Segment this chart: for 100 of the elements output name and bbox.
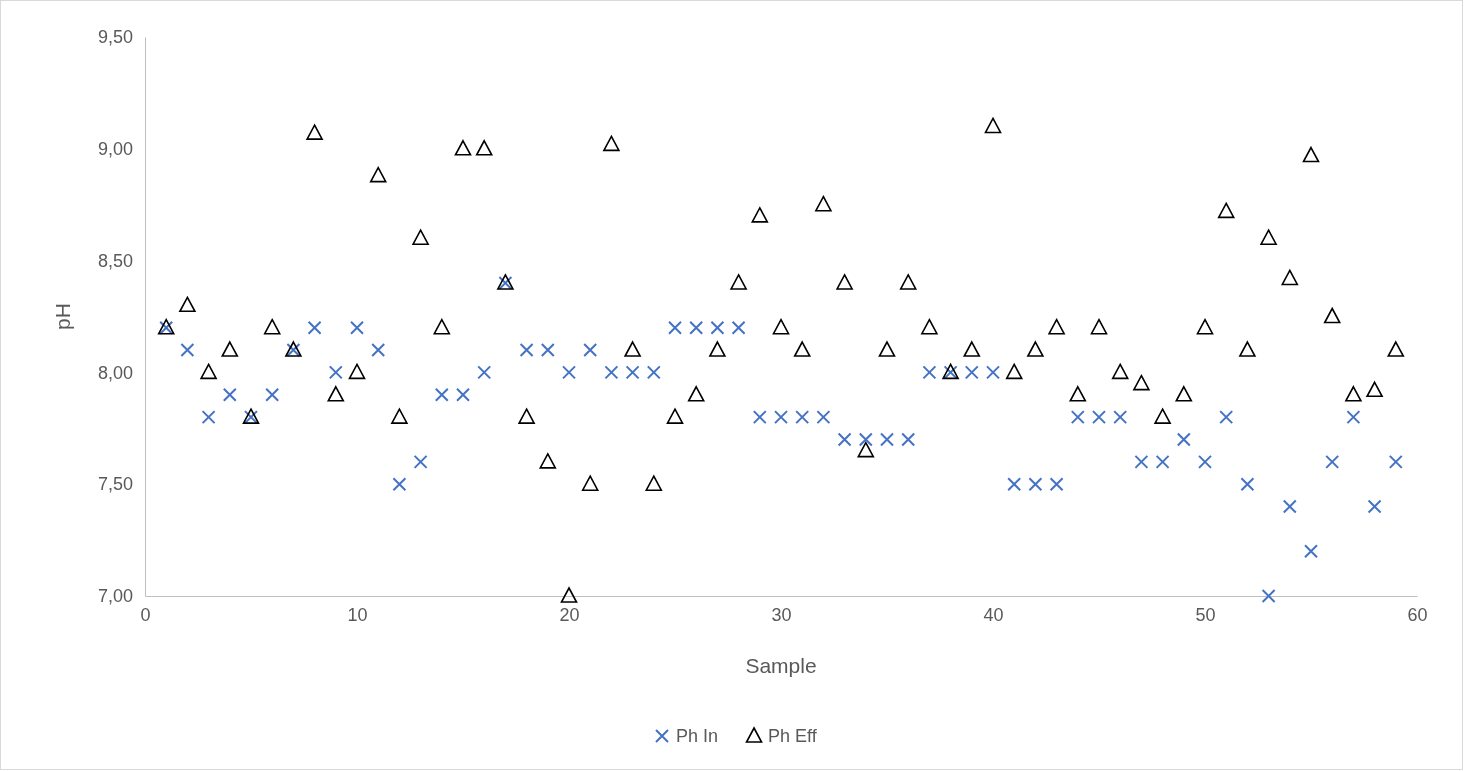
point (477, 365, 492, 380)
point (922, 365, 937, 380)
point (371, 343, 386, 358)
point (434, 387, 449, 402)
point (1261, 589, 1276, 603)
x-tick-label: 10 (347, 604, 368, 625)
y-tick-label: 7,50 (97, 474, 133, 495)
x-tick-label: 20 (559, 604, 580, 625)
point (221, 341, 239, 357)
point (519, 343, 534, 358)
point (562, 365, 576, 380)
point (624, 341, 641, 357)
point (1155, 454, 1170, 469)
point (1048, 318, 1065, 335)
x-tick-label: 50 (1195, 604, 1216, 625)
point (1239, 341, 1256, 357)
point (539, 453, 557, 469)
point (857, 441, 875, 458)
point (369, 166, 387, 183)
point (454, 140, 472, 156)
point (836, 274, 853, 290)
y-tick-label: 7,00 (97, 586, 133, 607)
point (1070, 410, 1085, 425)
point (1240, 477, 1255, 492)
point (1366, 381, 1383, 398)
y-tick-label: 8,50 (97, 250, 133, 271)
point (709, 341, 726, 357)
point (603, 135, 620, 152)
point (901, 432, 916, 447)
point (751, 207, 769, 223)
point (413, 454, 428, 469)
point (899, 274, 917, 290)
point (1027, 341, 1044, 357)
point (986, 365, 1000, 380)
point (348, 363, 366, 380)
point (730, 274, 747, 290)
point (179, 296, 196, 313)
x-tick-label: 0 (140, 604, 151, 625)
point (816, 410, 831, 425)
point (774, 410, 788, 425)
point (878, 341, 896, 357)
x-tick-label: 40 (983, 604, 1004, 625)
point (1198, 454, 1212, 469)
point (433, 318, 451, 335)
point (1219, 410, 1234, 425)
point (307, 320, 322, 335)
point (1134, 454, 1149, 469)
point (880, 432, 894, 447)
point (815, 195, 832, 212)
point (327, 385, 345, 402)
point (668, 320, 682, 335)
point (795, 410, 810, 425)
point (645, 475, 663, 491)
point (1176, 432, 1191, 447)
point (964, 365, 979, 380)
point (1387, 341, 1405, 357)
point (1302, 146, 1320, 163)
point (263, 318, 281, 335)
point (391, 408, 408, 424)
point (475, 140, 493, 156)
point (200, 363, 217, 380)
point (1345, 385, 1362, 402)
point (1111, 363, 1129, 380)
point (666, 408, 684, 424)
point (1217, 202, 1235, 219)
point (1304, 544, 1318, 559)
point (1069, 385, 1087, 402)
y-tick-label: 9,00 (97, 139, 133, 160)
point (518, 408, 535, 424)
point (1323, 307, 1341, 324)
point (1049, 477, 1064, 492)
point (350, 320, 364, 335)
point (456, 387, 470, 402)
point (1196, 318, 1214, 335)
point (646, 365, 661, 380)
point (1175, 385, 1193, 402)
point (1133, 374, 1150, 391)
point (540, 343, 555, 358)
point (1092, 410, 1106, 425)
point (1113, 410, 1128, 425)
x-tick-label: 30 (771, 604, 792, 625)
y-tick-label: 9,50 (97, 27, 133, 48)
point (689, 320, 704, 335)
point (963, 341, 981, 357)
point (201, 410, 216, 425)
point (1007, 477, 1022, 492)
point (752, 410, 767, 425)
point (222, 387, 237, 402)
point (837, 432, 852, 447)
point (1388, 454, 1403, 469)
point (306, 124, 323, 140)
x-axis-title: Sample (745, 654, 817, 677)
point (625, 365, 640, 380)
point (1260, 229, 1277, 246)
point (1028, 477, 1043, 492)
point (731, 320, 746, 335)
point (1005, 363, 1023, 380)
point (1367, 499, 1382, 514)
point (793, 341, 811, 357)
point (180, 343, 195, 358)
